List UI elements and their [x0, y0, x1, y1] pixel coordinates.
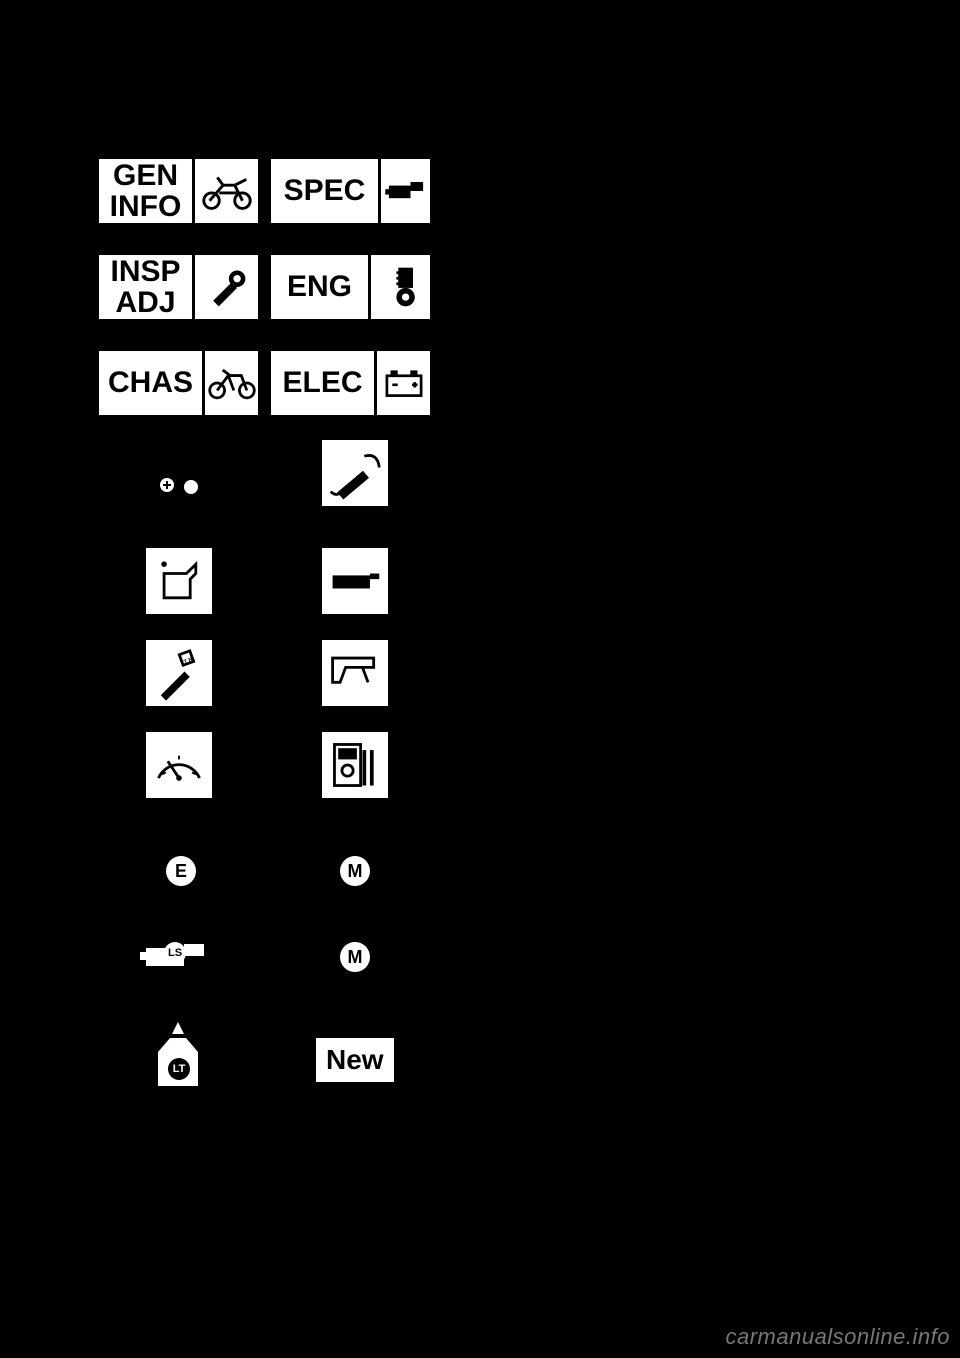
box-spec-text: SPEC	[271, 159, 381, 223]
caliper-icon	[322, 640, 388, 706]
dot-m1-letter: M	[348, 861, 363, 882]
dot-e-letter: E	[175, 861, 187, 882]
gauge-icon	[146, 732, 212, 798]
box-spec: SPEC	[268, 156, 433, 226]
dot-lt: LT	[168, 1058, 190, 1080]
dot-m2-letter: M	[348, 947, 363, 968]
page: GEN INFO SPEC INSP	[0, 0, 960, 1358]
battery-icon	[377, 351, 430, 415]
box-elec-text: ELEC	[271, 351, 377, 415]
box-elec-line1: ELEC	[282, 367, 362, 399]
wrench-nut-icon	[195, 255, 258, 319]
box-chas: CHAS	[96, 348, 261, 418]
torque-wrench-icon: T R	[146, 640, 212, 706]
box-chas-line1: CHAS	[108, 367, 193, 399]
box-chas-text: CHAS	[99, 351, 205, 415]
screws-icon	[146, 454, 212, 520]
exhaust-icon	[322, 548, 388, 614]
dot-lt-letter: LT	[173, 1063, 186, 1075]
box-insp-adj-text: INSP ADJ	[99, 255, 195, 319]
box-eng: ENG	[268, 252, 433, 322]
svg-text:T R: T R	[183, 657, 194, 666]
multimeter-icon	[322, 732, 388, 798]
grease-bottle-icon: LT	[148, 1018, 208, 1088]
box-insp-adj-line2: ADJ	[115, 287, 175, 319]
engine-ls-icon: LS	[140, 932, 220, 978]
dot-m2: M	[340, 942, 370, 972]
engine-silhouette-icon	[381, 159, 430, 223]
box-eng-text: ENG	[271, 255, 371, 319]
box-elec: ELEC	[268, 348, 433, 418]
box-insp-adj: INSP ADJ	[96, 252, 261, 322]
watermark: carmanualsonline.info	[725, 1324, 950, 1350]
bicycle-frame-icon	[205, 351, 258, 415]
box-gen-info-line1: GEN	[113, 160, 178, 192]
dot-ls: LS	[164, 942, 186, 964]
box-insp-adj-line1: INSP	[110, 256, 180, 288]
engine-cylinder-icon	[371, 255, 430, 319]
box-gen-info-text: GEN INFO	[99, 159, 195, 223]
oil-can-icon	[146, 548, 212, 614]
dot-e: E	[166, 856, 196, 886]
new-badge-text: New	[326, 1044, 384, 1075]
dot-ls-letter: LS	[168, 947, 182, 959]
box-eng-line1: ENG	[287, 271, 352, 303]
box-spec-line1: SPEC	[284, 175, 366, 207]
dot-m1: M	[340, 856, 370, 886]
file-tool-icon	[322, 440, 388, 506]
motorcycle-icon	[195, 159, 258, 223]
new-badge: New	[316, 1038, 394, 1082]
box-gen-info: GEN INFO	[96, 156, 261, 226]
box-gen-info-line2: INFO	[110, 191, 182, 223]
